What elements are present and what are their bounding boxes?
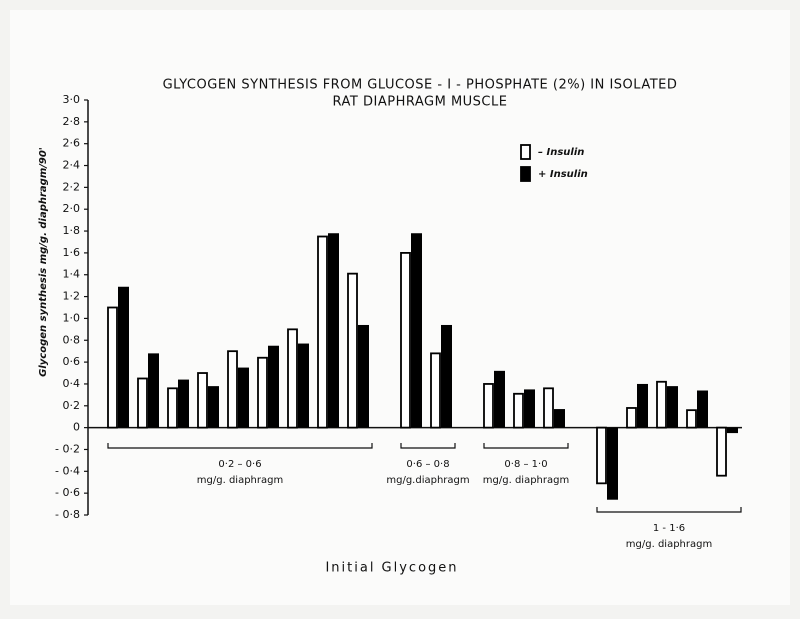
chart-title: GLYCOGEN SYNTHESIS FROM GLUCOSE - I - PH… xyxy=(163,78,678,93)
y-tick-label: - 0·8 xyxy=(55,508,80,521)
bar xyxy=(257,356,268,429)
bar xyxy=(287,328,298,429)
group-unit: mg/g.diaphragm xyxy=(386,475,469,486)
bar xyxy=(227,350,238,429)
bar xyxy=(596,426,607,485)
bar xyxy=(513,392,524,429)
y-tick-label: 1·8 xyxy=(63,224,81,237)
y-tick-label: - 0·6 xyxy=(55,486,80,499)
group-unit: mg/g. diaphragm xyxy=(197,475,283,486)
bar xyxy=(656,380,667,429)
bar xyxy=(554,409,565,428)
legend-swatch xyxy=(520,144,531,160)
bar xyxy=(607,427,618,500)
y-tick-label: - 0·4 xyxy=(55,464,80,477)
y-tick-label: 2·6 xyxy=(63,137,81,150)
bar xyxy=(118,286,129,428)
group-bracket xyxy=(483,443,569,449)
legend-swatch xyxy=(520,166,531,182)
bar xyxy=(197,372,208,429)
y-tick-label: - 0·2 xyxy=(55,442,80,455)
y-tick-label: 1·2 xyxy=(63,290,81,303)
group-bracket xyxy=(400,443,456,449)
bar xyxy=(686,409,697,429)
y-tick-label: 0 xyxy=(73,421,80,434)
group-label: 1 - 1·6 xyxy=(653,523,685,534)
bar xyxy=(238,367,249,428)
group-label: 0·2 – 0·6 xyxy=(218,459,261,470)
bar xyxy=(148,353,159,428)
y-tick-label: 1·4 xyxy=(63,268,81,281)
bar xyxy=(298,343,309,428)
group-unit: mg/g. diaphragm xyxy=(483,475,569,486)
bar xyxy=(697,390,708,428)
y-axis-label: Glycogen synthesis mg/g. diaphragm/90' xyxy=(38,147,49,377)
bar xyxy=(208,386,219,428)
group-bracket xyxy=(596,507,742,513)
bar xyxy=(178,379,189,428)
y-tick-label: 0·6 xyxy=(63,355,81,368)
group-bracket xyxy=(107,443,373,449)
bar xyxy=(328,233,339,428)
bar xyxy=(107,306,118,429)
bar xyxy=(400,251,411,429)
y-tick-label: 2·0 xyxy=(63,202,81,215)
bar xyxy=(667,386,678,428)
y-tick-label: 1·6 xyxy=(63,246,81,259)
bar xyxy=(494,370,505,428)
bar xyxy=(317,235,328,429)
bar xyxy=(626,407,637,429)
bar xyxy=(167,387,178,429)
y-tick-label: 1·0 xyxy=(63,311,81,324)
bar xyxy=(430,352,441,429)
photo-paper xyxy=(10,10,790,605)
group-unit: mg/g. diaphragm xyxy=(626,539,712,550)
bar xyxy=(483,383,494,429)
bar xyxy=(543,387,554,429)
bar xyxy=(637,383,648,428)
bar xyxy=(347,272,358,429)
y-tick-label: 3·0 xyxy=(63,93,81,106)
bar xyxy=(268,345,279,428)
y-tick-label: 2·4 xyxy=(63,159,81,172)
bar xyxy=(524,389,535,428)
y-tick-label: 2·2 xyxy=(63,180,81,193)
y-tick-label: 0·8 xyxy=(63,333,81,346)
bar xyxy=(727,427,738,434)
chart-title: RAT DIAPHRAGM MUSCLE xyxy=(333,95,508,110)
bar xyxy=(358,324,369,428)
bar xyxy=(441,324,452,428)
bar xyxy=(137,377,148,429)
y-tick-label: 0·4 xyxy=(63,377,81,390)
group-label: 0·6 – 0·8 xyxy=(406,459,449,470)
y-tick-label: 0·2 xyxy=(63,399,81,412)
legend-label: + Insulin xyxy=(538,169,588,180)
bar xyxy=(411,233,422,428)
legend-label: – Insulin xyxy=(538,147,584,158)
bar xyxy=(716,426,727,477)
x-axis-label: Initial Glycogen xyxy=(325,561,458,576)
group-label: 0·8 – 1·0 xyxy=(504,459,547,470)
y-tick-label: 2·8 xyxy=(63,115,81,128)
